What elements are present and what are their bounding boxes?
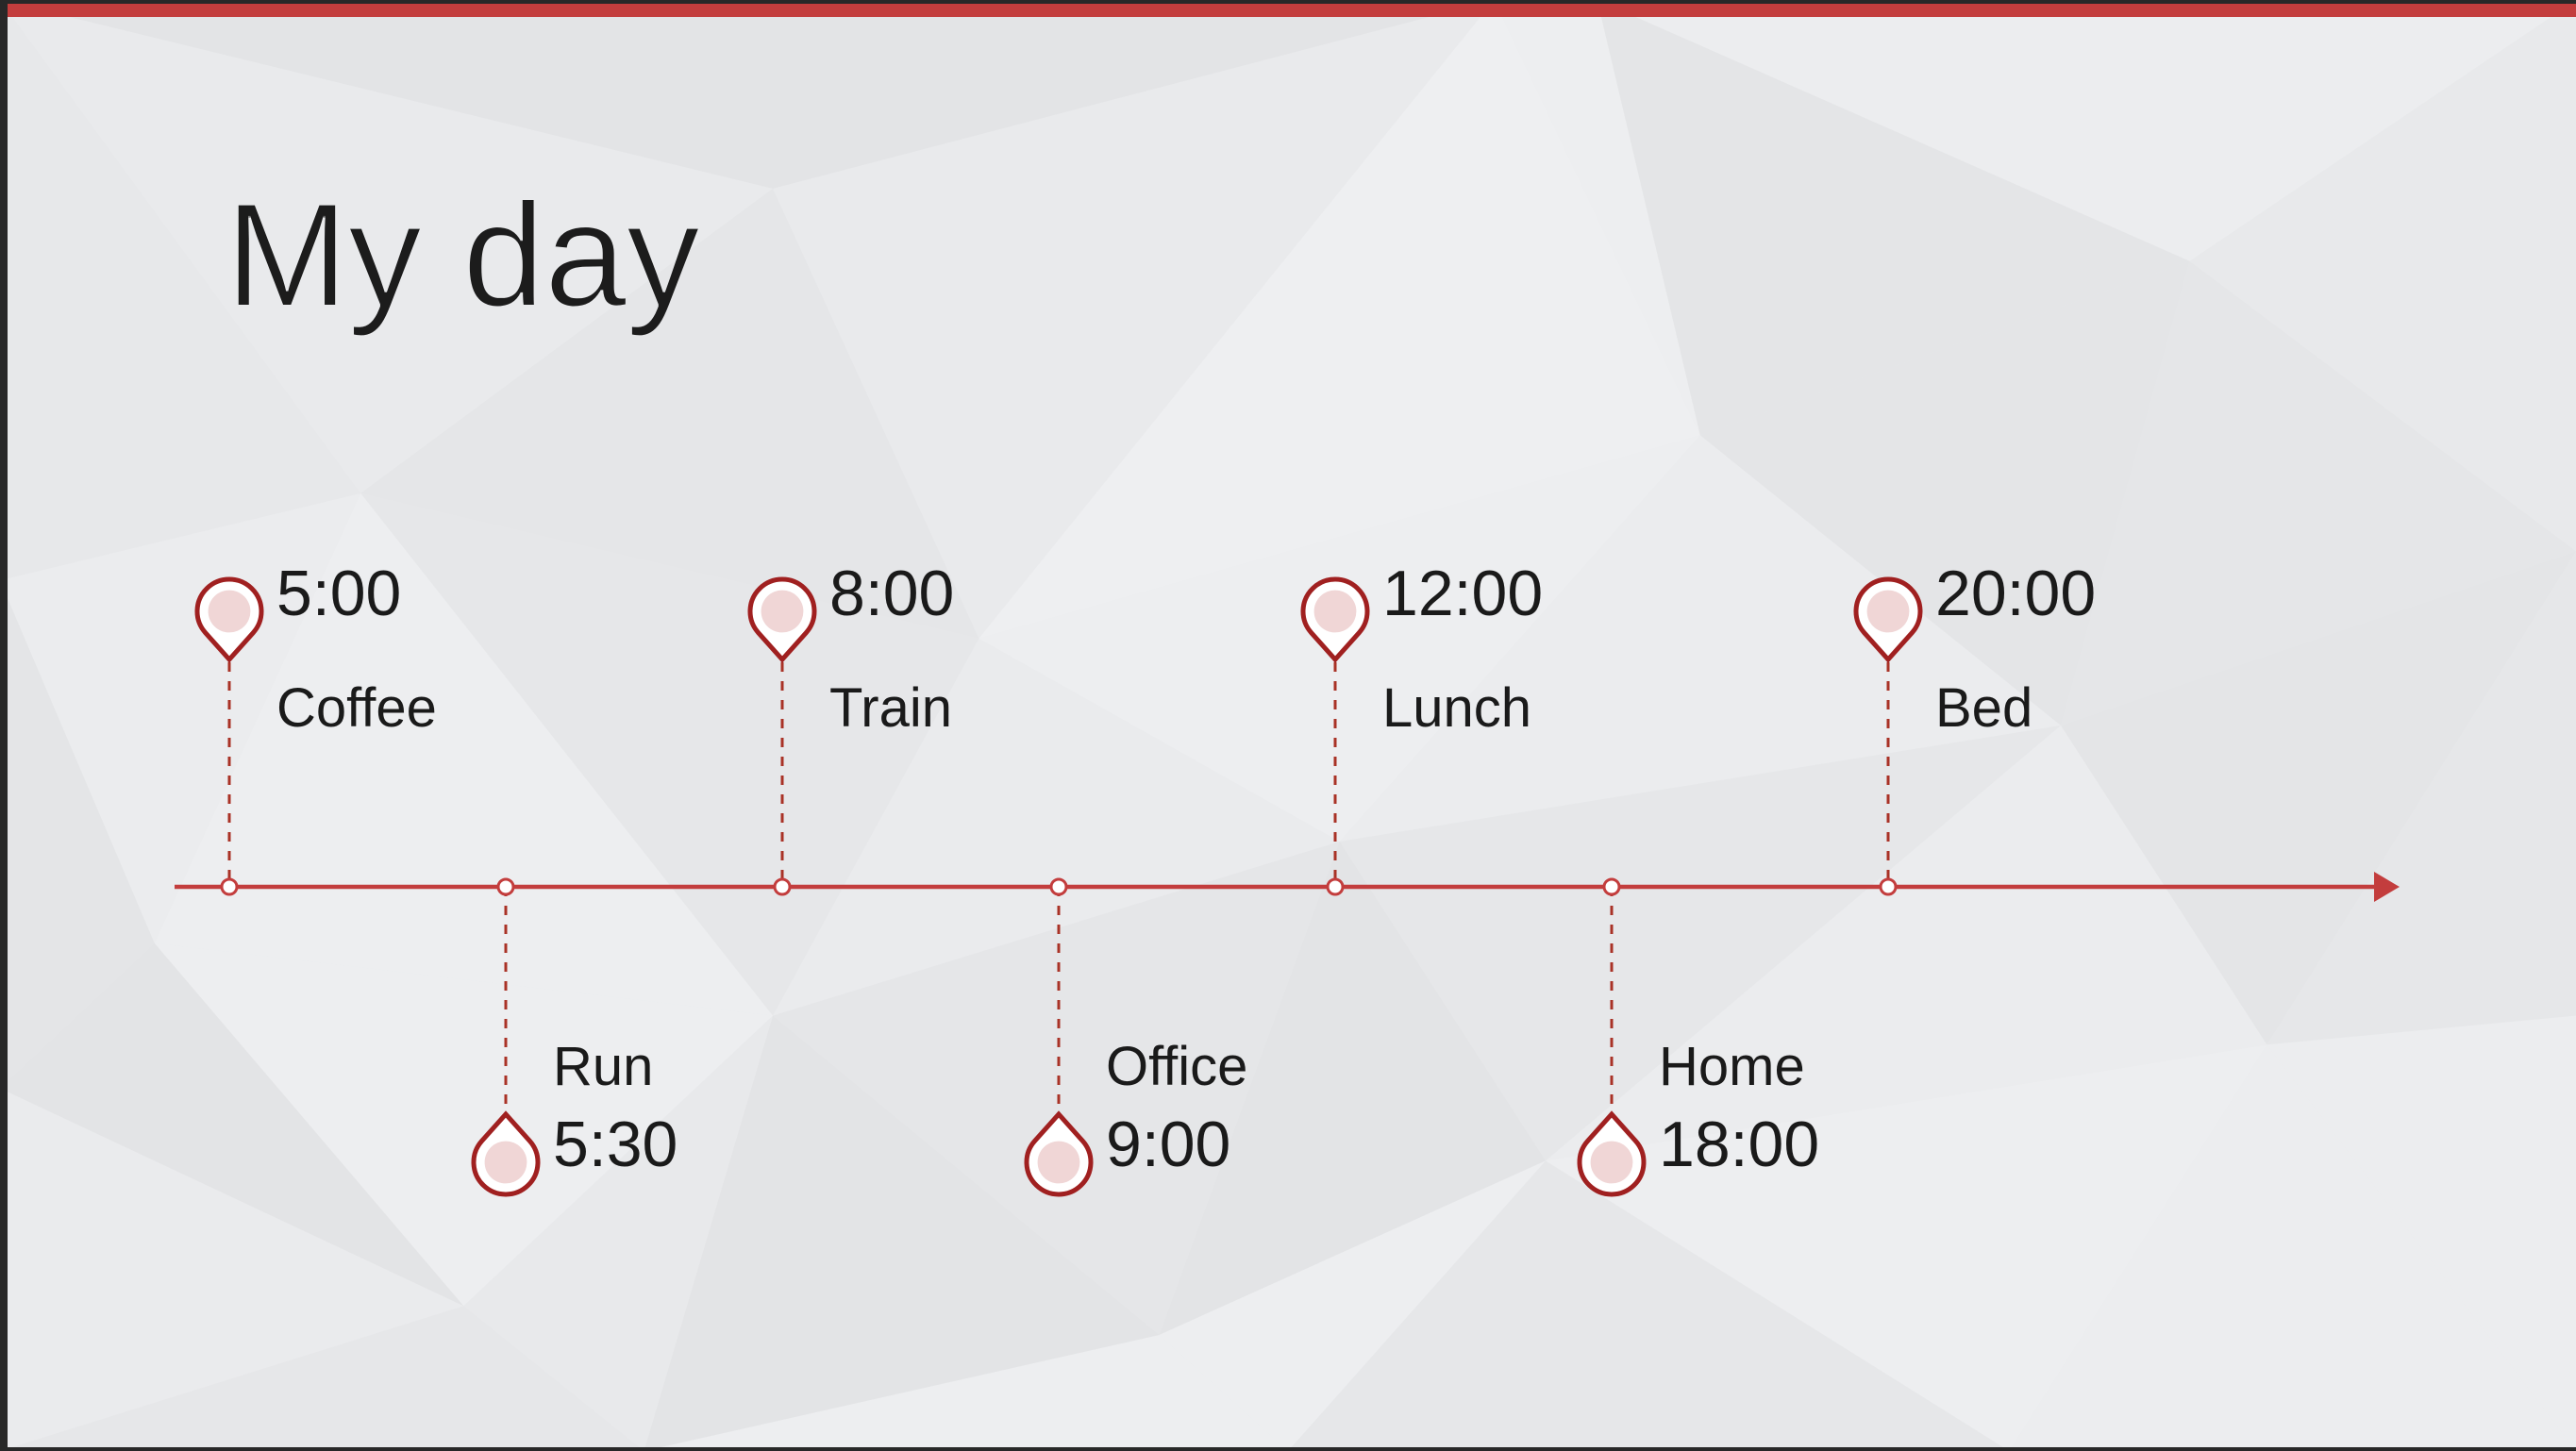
svg-text:Train: Train — [829, 677, 952, 739]
svg-text:Coffee: Coffee — [276, 677, 437, 739]
svg-text:9:00: 9:00 — [1106, 1109, 1230, 1180]
svg-text:Lunch: Lunch — [1382, 677, 1531, 739]
svg-text:Run: Run — [553, 1036, 653, 1097]
svg-text:12:00: 12:00 — [1382, 558, 1543, 629]
svg-text:5:30: 5:30 — [553, 1109, 677, 1180]
svg-text:5:00: 5:00 — [276, 558, 401, 629]
svg-text:20:00: 20:00 — [1935, 558, 2096, 629]
svg-text:Bed: Bed — [1935, 677, 2032, 739]
svg-text:8:00: 8:00 — [829, 558, 954, 629]
svg-text:Office: Office — [1106, 1036, 1247, 1097]
svg-text:18:00: 18:00 — [1659, 1109, 1819, 1180]
svg-text:Home: Home — [1659, 1036, 1805, 1097]
